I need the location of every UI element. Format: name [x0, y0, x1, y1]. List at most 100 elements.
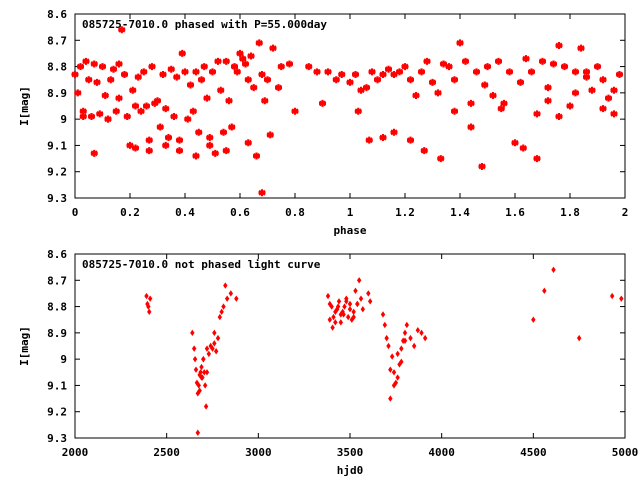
data-point — [401, 63, 409, 71]
data-point — [206, 350, 212, 358]
data-point — [291, 107, 299, 115]
data-point — [576, 334, 582, 342]
data-point — [351, 308, 356, 316]
data-point — [201, 355, 206, 363]
data-point — [347, 306, 353, 313]
data-point — [204, 369, 210, 376]
data-point — [423, 57, 431, 65]
data-point — [527, 68, 536, 76]
data-point — [112, 107, 120, 115]
data-point — [422, 334, 428, 342]
y-axis-label: I[mag] — [18, 326, 31, 366]
data-point — [408, 334, 413, 342]
data-point — [415, 327, 421, 334]
data-point — [212, 329, 217, 337]
data-point — [467, 99, 475, 107]
y-tick-label: 8.9 — [47, 327, 67, 340]
data-point — [137, 107, 145, 115]
x-tick-label: 2500 — [153, 446, 180, 459]
data-point — [538, 57, 547, 65]
data-point — [478, 162, 486, 170]
data-point — [96, 110, 104, 118]
data-point — [184, 115, 192, 123]
data-point — [404, 321, 410, 329]
x-tick-label: 2 — [622, 206, 629, 219]
data-point — [467, 123, 475, 131]
data-point — [214, 57, 222, 65]
data-point — [318, 99, 327, 107]
data-point — [222, 147, 230, 155]
data-point — [577, 44, 585, 52]
data-point — [390, 70, 398, 78]
data-point — [610, 110, 618, 118]
data-point — [353, 287, 358, 294]
data-point — [82, 57, 90, 65]
data-point — [206, 141, 214, 149]
data-point — [544, 84, 552, 92]
data-point — [560, 63, 569, 71]
data-point — [333, 319, 338, 326]
data-point — [145, 136, 153, 144]
y-tick-label: 9.2 — [47, 166, 67, 179]
data-point — [203, 94, 211, 102]
data-point — [395, 350, 400, 358]
data-point — [217, 313, 223, 321]
data-point — [551, 266, 556, 273]
data-point — [258, 189, 266, 197]
data-point — [472, 68, 481, 76]
y-tick-label: 8.6 — [47, 8, 67, 21]
data-point — [244, 139, 252, 147]
data-point — [189, 107, 197, 115]
data-point — [131, 144, 140, 152]
x-tick-label: 4500 — [520, 446, 547, 459]
x-tick-label: 1.6 — [505, 206, 525, 219]
data-point — [390, 128, 398, 136]
data-point — [223, 282, 228, 289]
data-point — [571, 89, 580, 97]
data-point — [181, 68, 189, 76]
data-point — [388, 395, 393, 402]
data-point — [588, 86, 596, 94]
data-point — [531, 316, 536, 323]
data-point — [428, 78, 437, 86]
data-point — [450, 76, 459, 84]
data-point — [239, 55, 247, 63]
y-tick-label: 9.1 — [47, 379, 67, 392]
data-point — [115, 94, 123, 102]
data-point — [144, 292, 149, 300]
data-point — [74, 89, 82, 97]
data-point — [236, 49, 244, 57]
x-tick-label: 3500 — [337, 446, 364, 459]
data-point — [379, 134, 387, 142]
data-point — [228, 290, 234, 297]
y-tick-label: 9.3 — [47, 192, 67, 205]
data-point — [147, 295, 153, 302]
data-point — [355, 300, 360, 308]
data-point — [269, 44, 277, 52]
y-axis-ticks: 8.6 8.7 8.8 8.9 9 9.1 9.2 9.3 — [47, 8, 625, 205]
data-point — [619, 295, 624, 302]
data-point — [549, 60, 558, 68]
data-point — [104, 115, 112, 123]
data-point — [129, 86, 137, 94]
data-point — [156, 123, 164, 131]
data-point — [191, 345, 197, 352]
data-point — [360, 306, 366, 313]
data-point — [356, 277, 362, 284]
x-tick-label: 0.2 — [120, 206, 140, 219]
data-point — [330, 324, 335, 331]
data-point — [533, 155, 541, 163]
data-point — [203, 403, 209, 410]
data-point — [417, 68, 426, 76]
data-point — [263, 76, 272, 84]
data-point — [434, 89, 442, 97]
data-point — [615, 70, 624, 78]
data-point — [329, 303, 334, 310]
data-point — [389, 353, 395, 360]
data-point — [420, 147, 428, 155]
data-point — [178, 49, 186, 57]
data-point — [582, 68, 591, 76]
y-tick-label: 9.2 — [47, 406, 67, 419]
data-point — [522, 55, 530, 63]
data-point — [519, 144, 527, 152]
